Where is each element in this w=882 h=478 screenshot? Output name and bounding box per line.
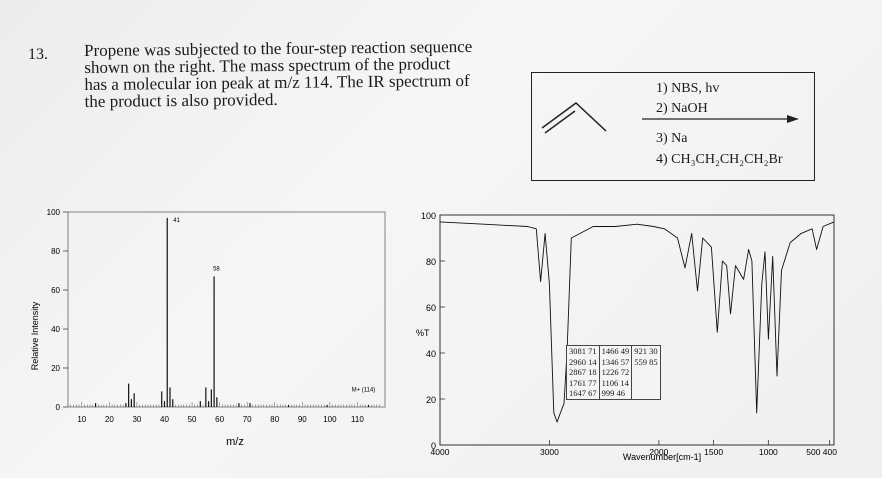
table-cell-text: 2867 18 bbox=[569, 367, 597, 377]
ms-x-tick-label: 30 bbox=[132, 415, 141, 424]
ms-y-tick-label: 80 bbox=[51, 247, 60, 256]
table-cell-text: 1647 67 bbox=[569, 388, 597, 398]
ms-y-tick-label: 20 bbox=[51, 364, 60, 373]
table-cell-text: 1226 72 bbox=[601, 367, 630, 377]
table-cell-text: 559 85 bbox=[634, 356, 658, 367]
reagent-1: 1) NBS, hv bbox=[656, 81, 720, 96]
ms-y-tick-label: 0 bbox=[56, 403, 61, 412]
table-cell: 1466 49 1346 57 1226 72 1106 14 999 46 bbox=[598, 345, 633, 400]
table-cell-text: 1466 49 bbox=[601, 346, 630, 356]
table-cell-text bbox=[634, 378, 657, 389]
table-cell-text: 921 30 bbox=[634, 346, 658, 356]
reaction-box: 1) NBS, hv 2) NaOH 3) Na 4) CH₃CH₂CH₂CH₂… bbox=[531, 72, 815, 181]
ir-x-tick-label: 1000 bbox=[759, 447, 778, 457]
ms-y-tick-label: 60 bbox=[51, 286, 60, 295]
ms-x-tick-label: 20 bbox=[105, 415, 114, 424]
ir-y-tick-label: 40 bbox=[426, 349, 436, 359]
ms-y-tick-label: 100 bbox=[47, 208, 61, 217]
ir-x-tick-label: 3000 bbox=[540, 447, 559, 457]
ms-x-axis-label: m/z bbox=[226, 436, 244, 448]
ms-x-tick-label: 70 bbox=[243, 415, 252, 424]
reaction-diagram bbox=[541, 102, 799, 134]
reagent-2: 2) NaOH bbox=[656, 101, 708, 116]
table-cell-text: 1761 77 bbox=[569, 377, 597, 388]
question-number: 13. bbox=[28, 46, 48, 63]
ms-frame bbox=[67, 211, 386, 408]
ms-x-tick-label: 50 bbox=[188, 415, 197, 424]
ms-peak-label: 41 bbox=[173, 218, 180, 224]
ms-x-tick-label: 60 bbox=[215, 415, 224, 424]
ir-x-axis-label: Wavenumber[cm-1] bbox=[623, 452, 701, 462]
table-cell-text: 999 46 bbox=[601, 388, 625, 398]
table-cell-text bbox=[634, 367, 657, 378]
table-cell-text: 1346 57 bbox=[601, 356, 630, 367]
ir-frame bbox=[439, 214, 835, 446]
ir-y-tick-label: 80 bbox=[426, 257, 436, 267]
table-cell-text: 1106 14 bbox=[601, 377, 629, 388]
ir-y-tick-label: 20 bbox=[426, 395, 436, 405]
ms-y-tick-label: 40 bbox=[51, 325, 60, 334]
ms-y-axis-label: Relative Intensity bbox=[30, 301, 40, 370]
ms-x-tick-label: 80 bbox=[270, 415, 279, 424]
ir-x-tick-label: 500 400 bbox=[806, 447, 837, 457]
ms-peak-label: M+ (114) bbox=[352, 387, 376, 393]
ms-peak-label: 58 bbox=[213, 266, 220, 272]
question-line: has a molecular ion peak at m/z 114. The… bbox=[84, 70, 470, 94]
ir-peak-table: 3081 71 2960 14 2867 18 1761 77 1647 67 1466… bbox=[566, 345, 661, 400]
ms-x-tick-label: 100 bbox=[323, 415, 337, 424]
propene-double-bond bbox=[544, 110, 576, 134]
table-cell-text: 3081 71 bbox=[569, 346, 597, 356]
propene-structure bbox=[541, 102, 607, 132]
ir-y-axis-label: %T bbox=[416, 328, 430, 338]
ms-x-tick-label: 40 bbox=[160, 415, 169, 424]
table-row: 3081 71 2960 14 2867 18 1761 77 1647 67 1466… bbox=[566, 345, 661, 400]
ms-x-tick-label: 90 bbox=[298, 415, 307, 424]
table-cell-text bbox=[634, 388, 657, 399]
ir-x-tick-label: 4000 bbox=[431, 447, 450, 457]
ir-y-tick-label: 0 bbox=[431, 441, 436, 451]
ir-spectrum-line bbox=[439, 221, 835, 423]
question-text: Propene was subjected to the four-step r… bbox=[84, 37, 525, 111]
mass-spectrum-chart: Relative Intensity m/z 0 20 40 60 80 100 10 20 3… bbox=[30, 208, 386, 448]
reagent-3: 3) Na bbox=[656, 131, 688, 146]
table-cell: 921 30 559 85 bbox=[631, 345, 661, 400]
table-cell: 3081 71 2960 14 2867 18 1761 77 1647 67 bbox=[566, 345, 600, 400]
ir-spectrum-chart: %T Wavenumber[cm-1] 0 20 40 60 80 100 4000 3000… bbox=[416, 211, 837, 462]
ir-y-tick-label: 100 bbox=[421, 211, 436, 221]
ir-y-tick-label: 60 bbox=[426, 303, 436, 313]
ms-x-tick-label: 10 bbox=[77, 415, 86, 424]
table-cell-text: 2960 14 bbox=[569, 356, 597, 367]
ir-x-tick-label: 2000 bbox=[649, 447, 668, 457]
ir-x-tick-label: 1500 bbox=[704, 447, 723, 457]
reagent-4: 4) CH₃CH₂CH₂CH₂Br bbox=[656, 152, 783, 167]
ms-x-tick-label: 110 bbox=[351, 415, 364, 424]
reaction-arrowhead bbox=[787, 115, 799, 123]
